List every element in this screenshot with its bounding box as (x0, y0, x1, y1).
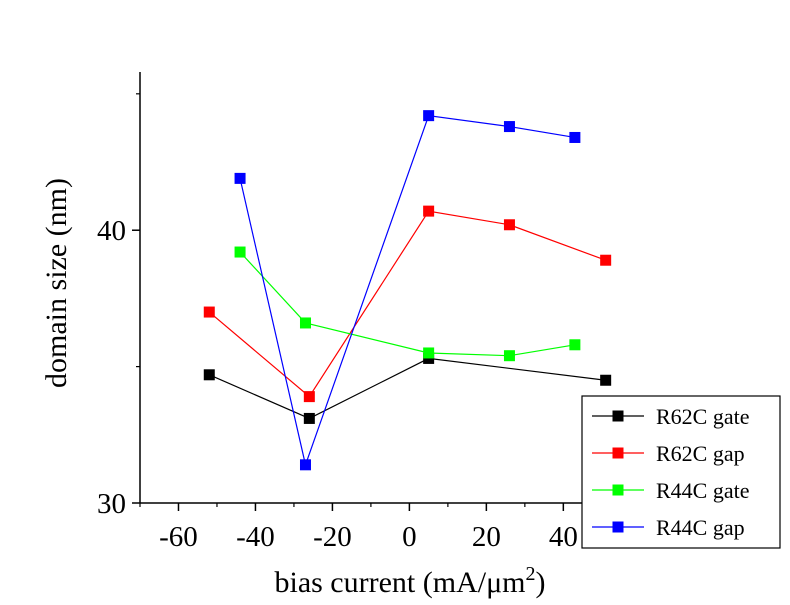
y-tick-label: 30 (97, 488, 126, 520)
x-tick-label: -40 (236, 521, 275, 553)
data-point (203, 306, 215, 318)
x-axis-label-main: bias current (mA/μm (274, 566, 525, 599)
series-line (239, 114, 575, 467)
x-tick-label: 20 (472, 521, 501, 553)
legend-label: R44C gap (656, 515, 745, 540)
x-axis-label: bias current (mA/μm2) (274, 563, 545, 599)
data-point (503, 350, 515, 362)
x-tick-label: 40 (549, 521, 578, 553)
series-r44c-gate (234, 246, 581, 362)
series-r62c-gate (203, 352, 612, 424)
legend-marker (612, 521, 624, 533)
legend-label: R62C gap (656, 441, 745, 466)
data-point (303, 412, 315, 424)
x-tick-label: 0 (402, 521, 417, 553)
legend-marker (612, 484, 624, 496)
y-tick-label: 40 (97, 215, 126, 247)
data-point (299, 317, 311, 329)
series-line (239, 251, 575, 357)
data-point (423, 347, 435, 359)
y-axis-label: domain size (nm) (40, 178, 73, 388)
x-tick-label: -60 (159, 521, 198, 553)
data-point (234, 172, 246, 184)
data-point (600, 374, 612, 386)
legend-label: R62C gate (656, 404, 750, 429)
series-layer (203, 110, 612, 471)
series-line (209, 357, 606, 420)
legend-marker (612, 410, 624, 422)
data-point (299, 459, 311, 471)
legend-label: R44C gate (656, 478, 750, 503)
series-r44c-gap (234, 110, 581, 471)
x-axis-label-sup: 2 (526, 563, 536, 585)
data-point (600, 254, 612, 266)
data-point (303, 391, 315, 403)
data-point (423, 110, 435, 122)
legend-marker (612, 447, 624, 459)
x-tick-label: -20 (313, 521, 352, 553)
series-r62c-gap (203, 205, 612, 403)
data-point (503, 121, 515, 133)
data-point (203, 369, 215, 381)
data-point (569, 131, 581, 143)
x-axis-label-close: ) (536, 566, 546, 599)
data-point (423, 205, 435, 217)
axes (132, 72, 648, 511)
data-point (503, 219, 515, 231)
data-point (234, 246, 246, 258)
legend: R62C gate R62C gap R44C gate R44C gap (581, 395, 781, 549)
data-point (569, 339, 581, 351)
